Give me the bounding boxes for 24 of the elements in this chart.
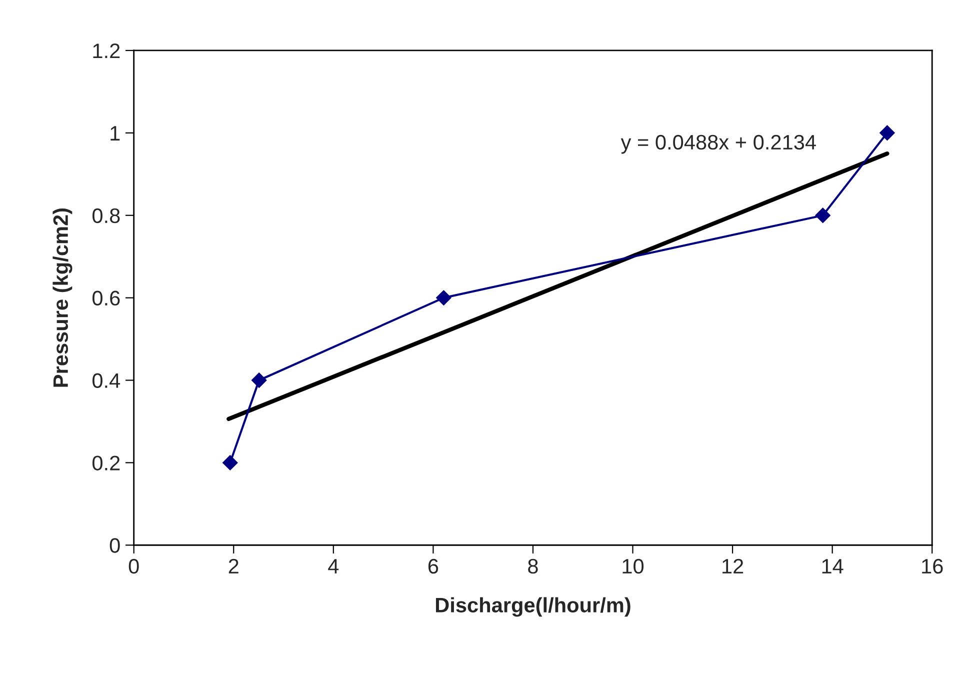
y-axis-title: Pressure (kg/cm2) [52,208,72,387]
x-tick-label: 4 [328,559,339,574]
point [436,290,452,306]
y-tick-label: 1 [110,126,120,140]
y-tick-label: 1.2 [93,43,120,58]
x-tick-label: 10 [622,558,644,574]
x-tick-label: 6 [428,558,438,574]
y-tick-label: 0.2 [92,456,120,470]
x-tick-label: 14 [822,559,844,574]
point [251,372,267,388]
x-tick-label: 8 [528,558,538,574]
x-tick-label: 12 [722,558,744,574]
x-tick-label: 2 [228,558,238,574]
x-axis-title: Discharge(l/hour/m) [436,597,630,617]
point [815,208,830,223]
x-tick-label: 0 [128,558,139,574]
y-tick-label: 0.8 [92,208,120,224]
x-tick-label: 16 [922,558,943,574]
y-tick-label: 0.4 [92,373,120,388]
annotation: y = 0.0488x + 0.2134 [620,134,816,154]
point [880,125,895,140]
y-tick-label: 0 [110,538,120,553]
point [222,455,238,470]
y-tick-label: 0.6 [92,290,120,306]
